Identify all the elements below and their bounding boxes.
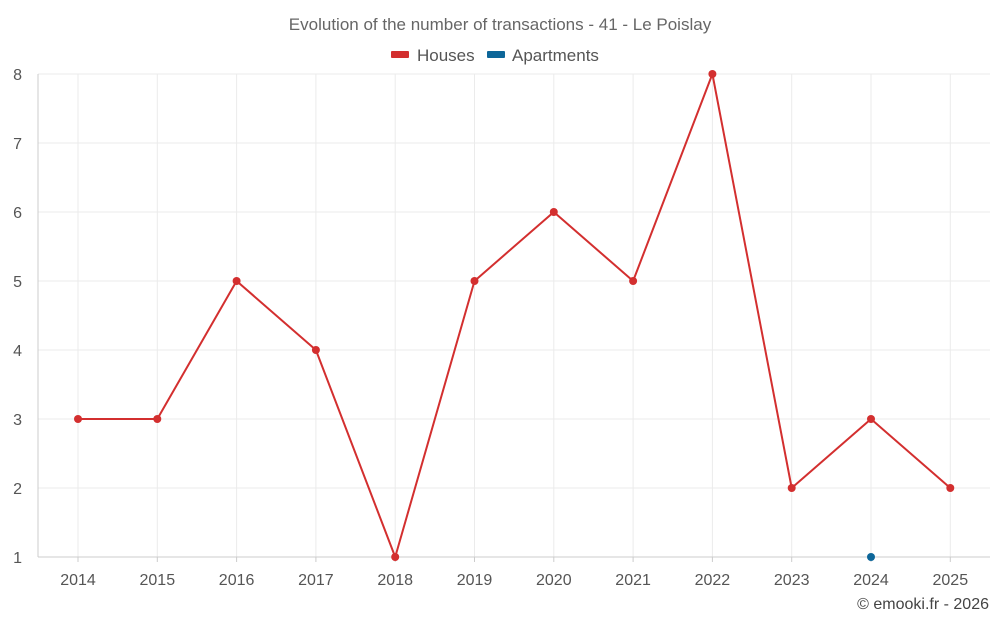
data-point-houses[interactable] — [629, 277, 638, 285]
x-tick-label: 2017 — [298, 572, 334, 589]
x-tick-label: 2021 — [615, 572, 651, 589]
legend-swatch-apartments — [487, 51, 505, 58]
data-point-apartments[interactable] — [867, 553, 875, 561]
data-point-houses[interactable] — [946, 484, 955, 492]
chart-title: Evolution of the number of transactions … — [289, 15, 712, 34]
x-tick-label: 2022 — [695, 572, 731, 589]
legend-label-apartments: Apartments — [512, 46, 599, 65]
axes: 1 2 3 4 5 6 7 8 2014 2015 2016 2017 2018 2019 2020 2021… — [13, 67, 990, 589]
data-point-houses[interactable] — [867, 415, 875, 423]
x-tick-label: 2024 — [853, 572, 889, 589]
data-point-houses[interactable] — [708, 70, 717, 78]
y-tick-label: 8 — [13, 67, 22, 84]
grid — [38, 73, 990, 557]
series-layer — [74, 70, 955, 561]
y-tick-label: 2 — [13, 481, 22, 498]
data-point-houses[interactable] — [74, 415, 82, 423]
data-point-houses[interactable] — [787, 484, 796, 492]
data-point-houses[interactable] — [232, 277, 241, 285]
series-line-houses — [78, 73, 951, 558]
data-point-houses[interactable] — [549, 208, 558, 216]
legend-item-apartments[interactable]: Apartments — [487, 46, 599, 65]
data-point-houses[interactable] — [153, 415, 162, 423]
x-tick-label: 2015 — [140, 572, 176, 589]
data-point-houses[interactable] — [311, 346, 320, 354]
x-tick-label: 2020 — [536, 572, 572, 589]
data-point-houses[interactable] — [470, 277, 479, 285]
x-tick-label: 2019 — [457, 572, 493, 589]
legend-item-houses[interactable]: Houses — [391, 46, 475, 65]
y-tick-label: 3 — [13, 412, 22, 429]
y-tick-label: 6 — [13, 205, 22, 222]
x-tick-label: 2023 — [774, 572, 810, 589]
x-tick-label: 2025 — [933, 572, 969, 589]
x-tick-label: 2016 — [219, 572, 255, 589]
legend: Houses Apartments — [391, 46, 599, 65]
y-tick-label: 1 — [13, 550, 22, 567]
credit-text: © emooki.fr - 2026 — [857, 596, 989, 613]
y-tick-label: 4 — [13, 343, 22, 360]
data-point-houses[interactable] — [391, 553, 400, 561]
legend-swatch-houses — [391, 51, 409, 58]
y-tick-label: 5 — [13, 274, 22, 291]
x-tick-label: 2018 — [377, 572, 413, 589]
x-tick-label: 2014 — [60, 572, 96, 589]
y-tick-label: 7 — [13, 136, 22, 153]
legend-label-houses: Houses — [417, 46, 475, 65]
